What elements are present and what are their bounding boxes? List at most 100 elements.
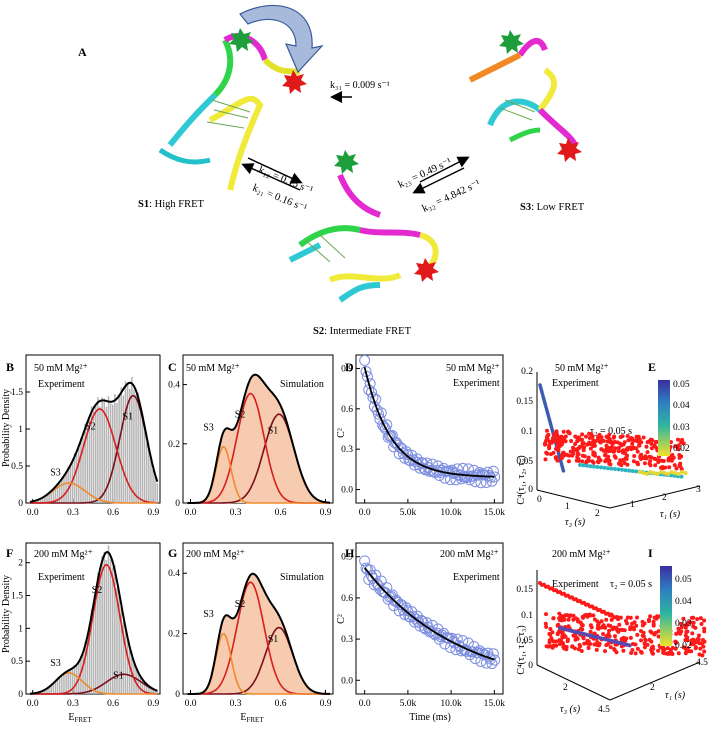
scatter-point bbox=[655, 614, 660, 619]
panel-f: F 200 mM Mg²⁺ Experiment Probability Den… bbox=[1, 542, 161, 724]
panel-e-zlabel: C⁴(τ₁, τ₂, τ₃) bbox=[516, 455, 527, 504]
hist-bar bbox=[92, 411, 95, 503]
scatter-point bbox=[656, 460, 661, 465]
scatter-point bbox=[577, 445, 582, 449]
data-point bbox=[378, 421, 390, 433]
x-tick-label: 0.9 bbox=[147, 699, 159, 709]
y-tick-label: 2 bbox=[18, 559, 23, 569]
x-tick-label: 0.3 bbox=[67, 699, 79, 709]
data-point bbox=[360, 366, 372, 378]
hist-bar bbox=[114, 394, 116, 503]
hist-bar bbox=[73, 453, 76, 503]
hist-bar bbox=[103, 398, 106, 503]
scatter-point bbox=[594, 647, 599, 652]
hist-bar bbox=[141, 679, 144, 694]
y-tick-label: 0.0 bbox=[341, 486, 353, 496]
scatter-point bbox=[574, 616, 579, 621]
scatter-point bbox=[677, 453, 682, 457]
panel-i-zticks: 0.15 0.1 0.05 0 2 4.5 2 4.5 bbox=[516, 585, 708, 715]
scatter-point bbox=[556, 435, 561, 440]
curved-arrow bbox=[239, 4, 324, 74]
scatter-point bbox=[618, 615, 623, 620]
scatter-point bbox=[577, 435, 581, 440]
panel-c: C 50 mM Mg²⁺ Simulation 0.0 0.3 0.6 0.9 0 0.2… bbox=[168, 354, 334, 518]
scatter-point bbox=[603, 459, 608, 464]
scatter-point bbox=[677, 455, 682, 460]
scatter-point bbox=[595, 619, 600, 624]
scatter-point bbox=[702, 649, 707, 654]
hist-bar bbox=[101, 556, 103, 694]
tick: 0.2 bbox=[521, 367, 533, 377]
scatter-point bbox=[623, 451, 628, 456]
hist-bar bbox=[80, 437, 82, 503]
scatter-point bbox=[561, 453, 566, 458]
scatter-point bbox=[643, 637, 648, 642]
scatter-point bbox=[565, 613, 570, 618]
scatter-point bbox=[590, 434, 595, 439]
scatter-point bbox=[581, 636, 586, 641]
hist-bar bbox=[82, 437, 84, 503]
scatter-point bbox=[563, 434, 568, 439]
hist-bar bbox=[90, 406, 93, 503]
x-tick-label: 0.9 bbox=[320, 699, 332, 709]
scatter-point bbox=[543, 621, 548, 626]
scatter-point bbox=[599, 619, 604, 624]
hist-bar bbox=[78, 444, 80, 503]
scatter-point bbox=[653, 463, 658, 468]
hist-bar bbox=[67, 466, 69, 503]
panel-c-mode: Simulation bbox=[280, 379, 324, 390]
scatter-point bbox=[652, 456, 657, 461]
scatter-point bbox=[702, 629, 707, 634]
tick: 0.05 bbox=[516, 457, 533, 467]
scatter-point bbox=[623, 456, 628, 461]
scatter-point bbox=[640, 623, 645, 628]
scatter-point bbox=[691, 615, 696, 620]
scatter-point bbox=[639, 452, 644, 457]
panel-b-mode: Experiment bbox=[38, 379, 85, 390]
hist-bar bbox=[37, 499, 40, 503]
scatter-point bbox=[557, 611, 562, 616]
hist-bar bbox=[52, 489, 55, 503]
scatter-point bbox=[681, 645, 686, 650]
tick: 2 bbox=[662, 493, 667, 503]
x-tick-label: 0.0 bbox=[359, 699, 371, 709]
hist-bar bbox=[84, 423, 86, 503]
surface-point bbox=[616, 467, 621, 472]
data-point bbox=[414, 462, 426, 474]
surface-point bbox=[623, 468, 628, 473]
scatter-point bbox=[592, 443, 597, 448]
hist-bar bbox=[50, 684, 52, 694]
panel-a-letter: A bbox=[78, 45, 87, 59]
scatter-point bbox=[561, 429, 566, 434]
scatter-point bbox=[683, 633, 688, 638]
scatter-point bbox=[678, 461, 683, 466]
scatter-point bbox=[604, 643, 609, 648]
scatter-point bbox=[625, 615, 630, 620]
scatter-point bbox=[606, 454, 611, 459]
hist-bar bbox=[88, 628, 91, 694]
scatter-point bbox=[679, 625, 684, 630]
panel-g-letter: G bbox=[168, 546, 177, 560]
surface-point bbox=[588, 464, 593, 469]
tick: 3 bbox=[696, 485, 701, 495]
surface-point bbox=[669, 470, 674, 474]
scatter-point bbox=[605, 448, 609, 453]
scatter-point bbox=[693, 625, 698, 630]
scatter-point bbox=[580, 459, 585, 464]
curve-s2 bbox=[30, 563, 158, 695]
total-curve bbox=[29, 381, 159, 503]
scatter-point bbox=[549, 452, 553, 457]
hist-bar bbox=[111, 567, 114, 694]
state-label-s3: S3 bbox=[203, 422, 214, 433]
hist-bar bbox=[65, 473, 67, 503]
scatter-point bbox=[645, 440, 650, 445]
total-curve bbox=[187, 572, 330, 695]
hist-bar bbox=[48, 492, 50, 503]
scatter-point bbox=[557, 642, 562, 646]
y-tick-label: 0.9 bbox=[341, 553, 353, 563]
green-star-s2 bbox=[334, 150, 359, 174]
hist-bar bbox=[69, 670, 72, 694]
hist-bar bbox=[116, 587, 118, 694]
scatter-point bbox=[659, 458, 664, 463]
hist-bar bbox=[86, 422, 89, 503]
